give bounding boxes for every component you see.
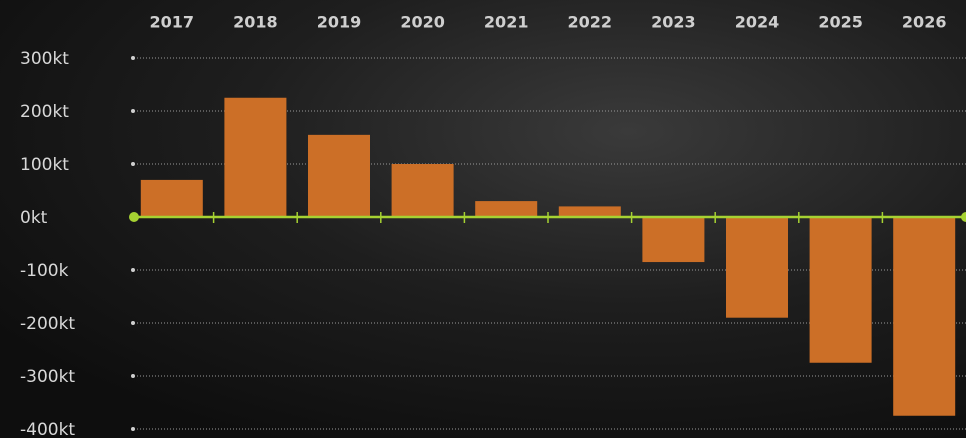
- y-tick-label: 200kt: [20, 102, 69, 122]
- x-tick-label: 2026: [902, 13, 947, 32]
- grid-dot: [131, 268, 135, 272]
- x-tick-label: 2025: [818, 13, 863, 32]
- grid-dot: [131, 427, 135, 431]
- x-tick-label: 2024: [735, 13, 780, 32]
- y-tick-label: -400kt: [20, 420, 75, 438]
- bar: [726, 217, 788, 318]
- chart: 300kt 200kt 100kt 0kt -100k -200kt -300kt -400k…: [0, 0, 966, 438]
- x-tick-label: 2018: [233, 13, 278, 32]
- y-tick-label: -100k: [20, 261, 69, 281]
- bar: [559, 206, 621, 217]
- grid-dot: [131, 56, 135, 60]
- bar: [224, 98, 286, 217]
- y-tick-label: 100kt: [20, 155, 69, 175]
- bar: [893, 217, 955, 416]
- x-tick-label: 2021: [484, 13, 529, 32]
- bar: [308, 135, 370, 217]
- grid-dot: [131, 162, 135, 166]
- grid-dot: [131, 321, 135, 325]
- y-tick-label: 300kt: [20, 49, 69, 69]
- y-tick-label: 0kt: [20, 208, 48, 228]
- bar: [392, 164, 454, 217]
- x-tick-label: 2019: [317, 13, 362, 32]
- x-tick-label: 2022: [568, 13, 613, 32]
- y-tick-label: -200kt: [20, 314, 75, 334]
- x-tick-label: 2023: [651, 13, 696, 32]
- x-tick-label: 2020: [400, 13, 445, 32]
- x-tick-label: 2017: [150, 13, 195, 32]
- bar: [475, 201, 537, 217]
- bar: [810, 217, 872, 363]
- grid-dot: [131, 109, 135, 113]
- grid-dot: [131, 374, 135, 378]
- zero-dot: [129, 212, 139, 222]
- page: 300kt 200kt 100kt 0kt -100k -200kt -300kt -400k…: [0, 0, 966, 438]
- bar: [141, 180, 203, 217]
- bar: [642, 217, 704, 262]
- y-tick-label: -300kt: [20, 367, 75, 387]
